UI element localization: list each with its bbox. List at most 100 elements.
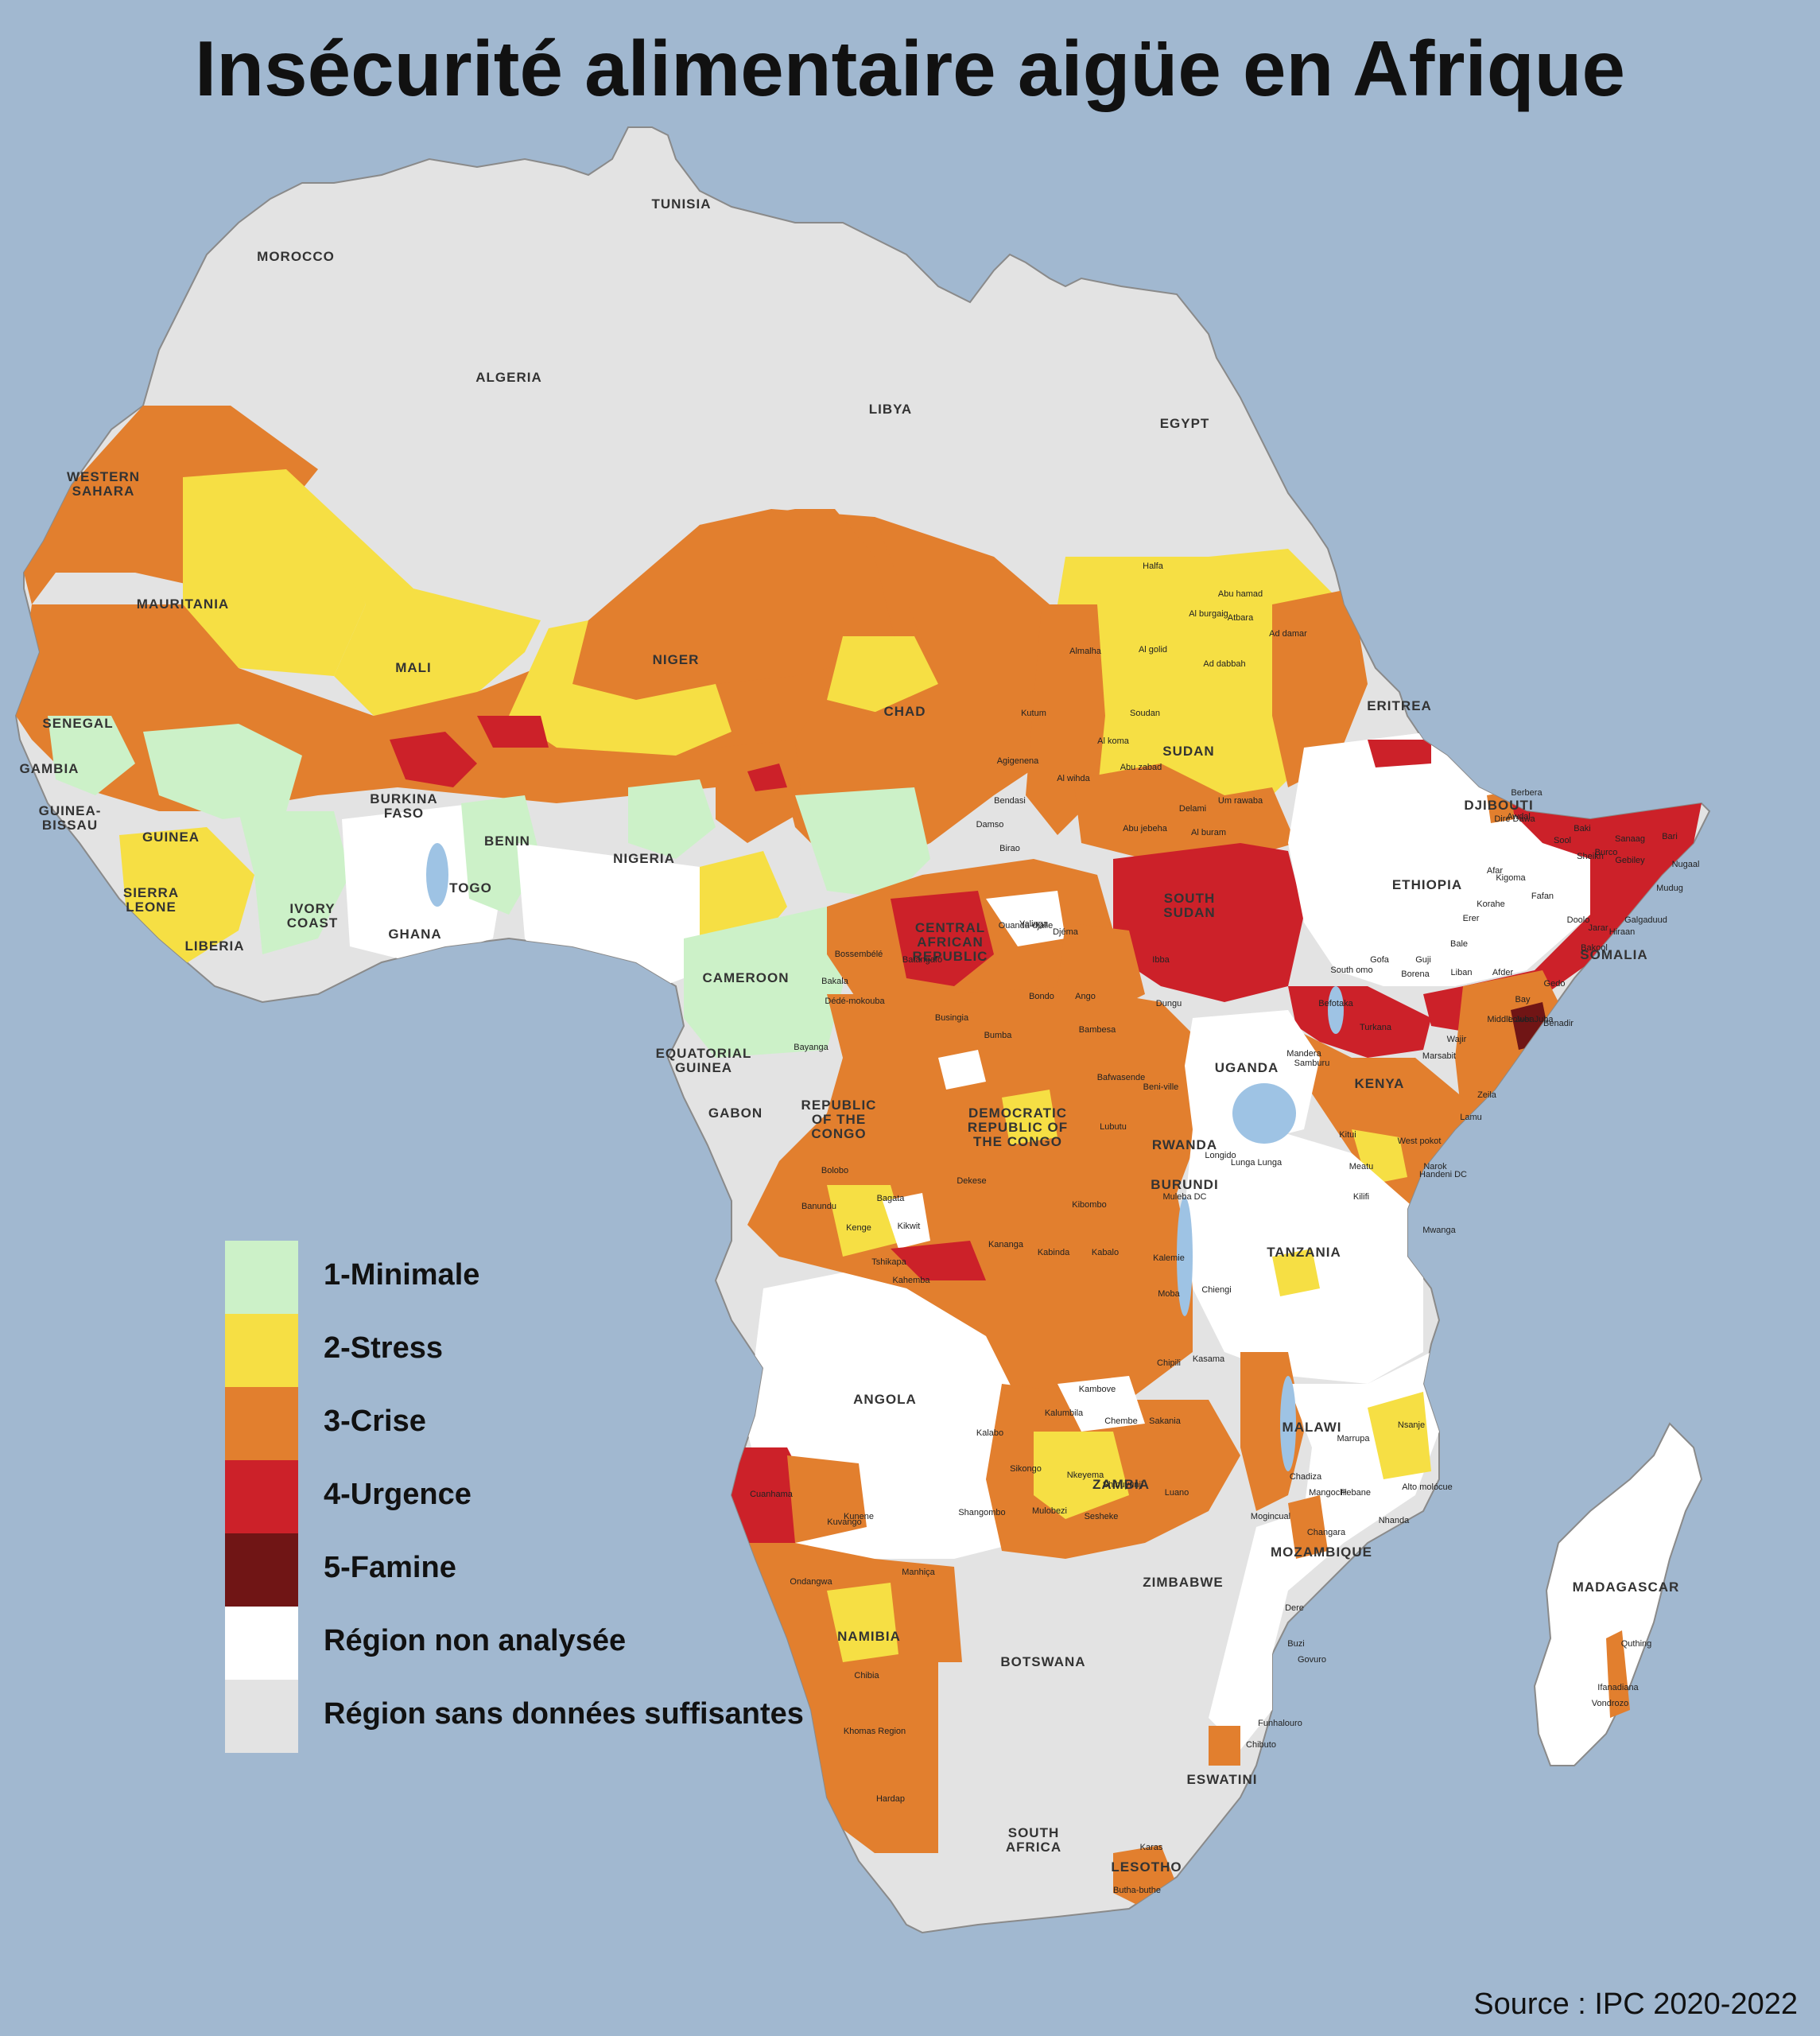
place-label: Mandera [1286, 1049, 1321, 1059]
place-label: Busingia [935, 1013, 969, 1023]
place-label: Delami [1179, 804, 1206, 814]
place-label: Mwanga [1422, 1226, 1456, 1235]
zone-tanzania-stress [1272, 1249, 1320, 1296]
place-label: Hiraan [1609, 927, 1635, 937]
country-label: WESTERN SAHARA [67, 469, 140, 499]
place-label: Nkeyema [1067, 1471, 1104, 1480]
country-label: DJIBOUTI [1464, 798, 1533, 813]
legend-label: Région non analysée [324, 1624, 627, 1657]
place-label: Mangochi [1309, 1488, 1347, 1498]
place-label: Kikwit [898, 1222, 921, 1231]
place-label: Damso [976, 820, 1004, 830]
place-label: Muleba DC [1162, 1192, 1206, 1202]
country-label: SOUTH SUDAN [1163, 891, 1215, 920]
country-label: EQUATORIAL GUINEA [656, 1046, 752, 1075]
place-label: Bakool [1581, 943, 1608, 953]
place-label: Fafan [1531, 892, 1554, 901]
place-label: Atbara [1228, 613, 1254, 623]
place-label: Tshikapa [871, 1257, 906, 1267]
place-label: Vondrozo [1592, 1699, 1628, 1708]
place-label: Kenge [846, 1223, 871, 1233]
place-label: Chipili [1157, 1358, 1181, 1368]
place-label: Al golid [1139, 645, 1167, 655]
place-label: Abu hamad [1218, 589, 1263, 599]
place-label: Bay [1515, 995, 1531, 1004]
legend-item: 1-Minimale [225, 1241, 861, 1314]
country-label: MALAWI [1283, 1420, 1342, 1435]
country-label: LESOTHO [1111, 1859, 1182, 1875]
country-label: NIGERIA [613, 851, 675, 866]
place-label: Erer [1463, 914, 1480, 923]
country-label: IVORY COAST [287, 901, 339, 931]
place-label: Kalabo [976, 1428, 1003, 1438]
zone-kenya-emergency [1288, 986, 1431, 1058]
place-label: Narok [1423, 1162, 1447, 1171]
place-label: Wajir [1447, 1035, 1467, 1044]
zone-drc-crisis [747, 986, 1209, 1432]
country-label: SIERRA LEONE [123, 885, 179, 915]
legend-label: 4-Urgence [324, 1478, 471, 1511]
place-label: Kuvango [827, 1517, 861, 1527]
place-label: Marsabit [1422, 1051, 1456, 1061]
place-label: Afar [1487, 866, 1504, 876]
country-label: RWANDA [1152, 1137, 1217, 1152]
zone-mozambique-crisis [1288, 1495, 1328, 1559]
place-label: Mulobezi [1032, 1506, 1067, 1516]
place-label: Djéma [1053, 927, 1079, 937]
zone-sudan-south-crisis [1073, 764, 1296, 859]
place-label: Al burgaig [1189, 609, 1228, 619]
place-label: Kabalo [1092, 1248, 1119, 1257]
country-label: GHANA [388, 927, 441, 942]
place-label: Chadiza [1290, 1472, 1322, 1482]
place-label: Alto molócue [1402, 1482, 1453, 1492]
place-label: Dédé-mokouba [825, 997, 885, 1006]
place-label: Zeila [1477, 1090, 1497, 1100]
place-label: Birao [999, 844, 1020, 853]
country-label: MALI [395, 660, 432, 675]
legend-item: 5-Famine [225, 1533, 861, 1607]
place-label: Lunga Lunga [1231, 1158, 1283, 1168]
place-label: Chembe [1104, 1416, 1138, 1426]
zone-guinea-minimal [48, 716, 135, 795]
place-label: Gedo [1544, 979, 1566, 989]
zone-mozambique-stress [1368, 1392, 1431, 1479]
zone-madagascar-crisis [1606, 1630, 1630, 1718]
place-label: Quthing [1621, 1639, 1652, 1649]
zone-car-white [986, 891, 1065, 946]
place-label: Bumba [984, 1031, 1013, 1040]
legend-label: Région sans données suffisantes [324, 1697, 804, 1731]
ipc-zones [16, 406, 1702, 1909]
place-label: Mogincual [1251, 1512, 1290, 1521]
place-label: Sheikh [1577, 852, 1604, 861]
place-label: Shibuyunji [1103, 1480, 1143, 1490]
place-label: Bendasi [994, 796, 1026, 806]
zone-south-sudan-crisis [1057, 923, 1145, 1018]
place-label: Bolobo [821, 1166, 848, 1175]
place-label: Kambove [1079, 1385, 1116, 1394]
country-label: ALGERIA [475, 370, 542, 385]
place-label: Lower Juba [1508, 1015, 1554, 1024]
country-label: LIBYA [869, 402, 912, 417]
source-note: Source : IPC 2020-2022 [1473, 1987, 1798, 2021]
place-label: Abu zabad [1120, 763, 1162, 772]
place-label: Lubutu [1100, 1122, 1127, 1132]
country-label: ANGOLA [853, 1392, 917, 1407]
place-label: Agigenena [997, 756, 1039, 766]
place-label: Handeni DC [1419, 1170, 1467, 1179]
place-label: Bondo [1029, 992, 1054, 1001]
place-label: Awdal [1507, 812, 1531, 822]
zone-drc-emergency [891, 1241, 986, 1280]
zone-namibia-crisis [731, 1543, 962, 1853]
country-label: ETHIOPIA [1392, 877, 1462, 892]
country-labels: TUNISIA MOROCCO ALGERIA LIBYA EGYPT WESTERN SA… [20, 196, 1679, 1875]
country-label: SENEGAL [42, 716, 113, 731]
country-label: MOROCCO [257, 249, 335, 264]
country-label: BURKINA FASO [370, 791, 437, 821]
place-label: Korahe [1477, 899, 1504, 909]
place-label: Batangafo [902, 955, 942, 965]
place-label: Doolo [1567, 915, 1590, 925]
place-label: Dere [1285, 1603, 1304, 1613]
zone-drc-white-2 [938, 1050, 986, 1090]
place-label: Nugaal [1672, 860, 1700, 869]
place-label: Liban [1451, 968, 1473, 977]
